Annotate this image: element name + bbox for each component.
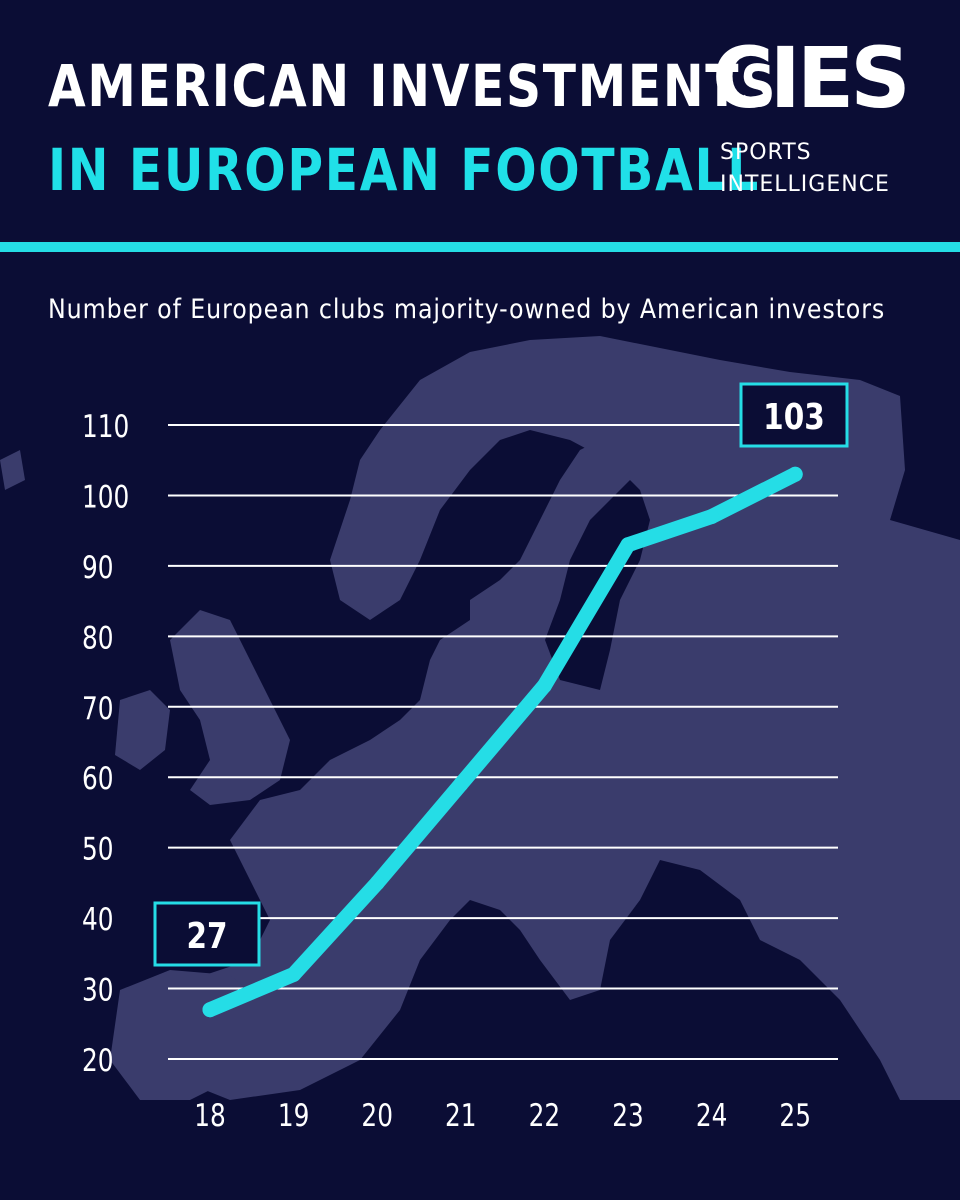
data-point — [536, 678, 552, 694]
y-tick-label: 60 — [82, 761, 114, 797]
y-tick-label: 100 — [82, 479, 129, 515]
y-tick-label: 80 — [82, 620, 114, 656]
x-tick-label: 22 — [529, 1097, 561, 1133]
y-axis-ticks: 20 30 40 50 60 70 80 90 100 110 — [82, 408, 129, 1078]
callout-box — [739, 382, 849, 448]
x-tick-label: 24 — [696, 1097, 728, 1133]
x-tick-label: 21 — [445, 1097, 477, 1133]
series-group — [202, 466, 803, 1018]
logo-text-intelligence: INTELLIGENCE — [720, 172, 890, 197]
y-tick-label: 90 — [82, 549, 114, 585]
x-tick-label: 18 — [194, 1097, 226, 1133]
callouts: 27 103 — [153, 382, 849, 967]
europe-map-background — [0, 336, 960, 1100]
logo-mark: CIES — [712, 29, 911, 127]
page-title-line2: IN EUROPEAN FOOTBALL — [48, 136, 760, 204]
data-point — [453, 776, 469, 792]
y-tick-label: 70 — [82, 690, 114, 726]
callout-label: 103 — [763, 395, 825, 438]
x-axis-ticks: 18 19 20 21 22 23 24 25 — [194, 1097, 811, 1133]
data-point — [202, 1002, 218, 1018]
x-tick-label: 20 — [361, 1097, 393, 1133]
data-point — [704, 509, 720, 525]
y-tick-label: 30 — [82, 972, 114, 1008]
data-point — [787, 466, 803, 482]
x-tick-label: 23 — [612, 1097, 644, 1133]
callout-label: 27 — [186, 914, 227, 957]
header-divider — [0, 242, 960, 252]
logo-text-sports: SPORTS — [720, 140, 812, 165]
cies-logo: CIES SPORTS INTELLIGENCE — [712, 36, 912, 206]
y-tick-label: 20 — [82, 1042, 114, 1078]
y-tick-label: 110 — [82, 408, 129, 444]
x-tick-label: 19 — [278, 1097, 310, 1133]
y-tick-label: 40 — [82, 901, 114, 937]
chart-subtitle: Number of European clubs majority-owned … — [48, 294, 886, 325]
data-point — [620, 537, 636, 553]
data-point — [369, 875, 385, 891]
series-line — [202, 466, 803, 1018]
callout-box — [153, 901, 261, 967]
grid-lines — [168, 424, 838, 1060]
data-point — [286, 966, 302, 982]
x-tick-label: 25 — [779, 1097, 811, 1133]
page-title-line1: AMERICAN INVESTMENTS — [48, 52, 777, 120]
header: AMERICAN INVESTMENTS IN EUROPEAN FOOTBAL… — [0, 0, 960, 244]
y-tick-label: 50 — [82, 831, 114, 867]
